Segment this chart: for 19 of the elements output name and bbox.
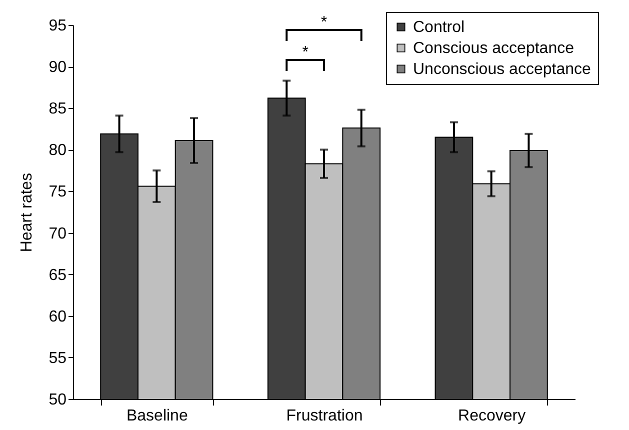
y-tick-label: 95 (48, 18, 67, 34)
y-tick-label: 75 (48, 184, 67, 201)
y-tick-label: 80 (48, 142, 67, 160)
y-tick-label: 85 (48, 100, 67, 118)
y-tick-label: 55 (48, 350, 67, 367)
y-tick-label: 50 (48, 392, 67, 408)
y-axis-title: Heart rates (18, 172, 36, 252)
annotation: * (302, 44, 308, 61)
y-tick-label: 70 (48, 225, 67, 242)
legend-label: Control (413, 19, 465, 36)
legend-label: Conscious acceptance (413, 40, 574, 57)
legend-label: Unconscious acceptance (413, 61, 591, 78)
y-tick-label: 60 (48, 308, 67, 326)
x-tick-label: Frustration (286, 408, 363, 424)
annotation: * (320, 14, 328, 31)
x-tick-label: Baseline (126, 408, 188, 424)
x-tick-label: Recovery (458, 408, 526, 424)
y-tick-label: 90 (48, 59, 67, 76)
y-tick-label: 65 (48, 266, 67, 284)
